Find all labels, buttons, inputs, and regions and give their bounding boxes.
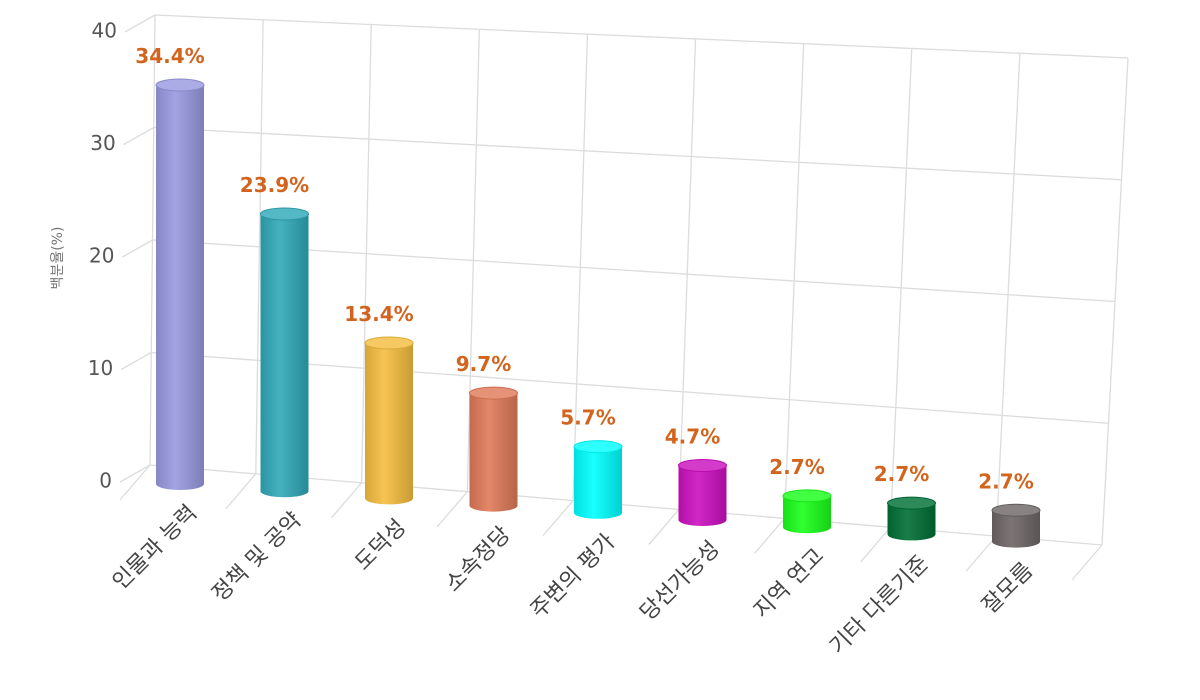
gridline-floor [436,491,468,528]
category-label: 인물과 능력 [108,501,202,595]
bar-body [260,213,309,498]
category-label: 당선가능성 [636,537,725,626]
bar [573,440,623,519]
category-label: 주변의 평가 [526,529,620,623]
gridline-floor [965,535,997,572]
gridline-v [678,38,697,510]
gridline-side [119,464,151,483]
gridline-side [124,14,156,33]
y-tick-label: 0 [99,469,112,493]
y-tick-label: 20 [89,244,114,268]
category-label: 소속정당 [441,522,516,597]
data-label: 2.7% [769,455,824,479]
gridline-floor [859,526,891,563]
bar-top [364,336,414,350]
bar-top [887,496,936,510]
category-label: 도덕성 [351,515,412,576]
gridline-v [466,29,480,492]
gridline-floor [542,500,574,536]
bar-body [783,495,831,534]
category-label: 기타 다른기준 [825,551,933,659]
data-label: 5.7% [560,406,615,430]
bar-top [260,207,309,221]
bar [469,386,518,512]
bars [155,78,1041,548]
bar-body [887,503,936,541]
bar-top [782,489,832,503]
data-labels: 34.4% 23.9% 13.4% 9.7% 5.7% 4.7% 2.7% 2.7% 2.7% [135,44,1033,493]
bar [887,496,936,541]
bar-body [156,84,204,491]
data-label: 2.7% [978,469,1033,493]
gridline-h [151,351,1109,424]
data-label: 34.4% [135,44,204,68]
category-label: 정책 및 공약 [208,508,307,607]
category-label: 잘모름 [978,558,1039,619]
gridline-floor [225,473,257,510]
bar-top [991,503,1041,517]
gridline-floor [331,482,363,519]
bar-top [678,458,727,472]
y-axis-label: 백분율(%) [50,227,66,290]
gridline-side [120,351,152,371]
bar [260,207,309,498]
bar-top [469,386,518,400]
gridline-v [572,34,589,501]
data-label: 23.9% [240,173,309,197]
gridline-v [1101,57,1129,546]
gridline-v [360,24,372,483]
bar [782,489,832,534]
chart-grid [119,14,1129,581]
y-axis: 0 10 20 30 40 [88,19,117,493]
bar-body [469,393,518,512]
gridline-floor [754,517,786,554]
gridline-v [255,19,264,474]
data-label: 9.7% [456,352,511,376]
gridline-floor [1071,544,1103,581]
bar-body [365,342,413,505]
data-label: 13.4% [344,302,413,326]
y-tick-label: 30 [90,131,115,155]
gridline-v [995,53,1021,537]
gridline-v [149,14,156,466]
gridline-side [123,126,155,146]
gridline-floor [648,509,680,545]
gridline-h [154,14,1129,59]
bar [991,503,1041,548]
gridline-floor [119,464,151,501]
gridline-h [149,464,1103,546]
gridline-h [152,239,1116,303]
bar [364,336,414,505]
bar-body [992,510,1040,548]
gridline-v [889,48,913,528]
gridline-v [784,43,805,519]
bar-body [574,446,622,519]
y-tick-label: 10 [88,356,113,380]
y-tick-label: 40 [92,19,117,43]
bar-top [573,440,623,454]
data-label: 4.7% [665,424,720,448]
gridline-side [122,239,153,258]
bar [155,78,205,491]
bar-body [678,465,727,526]
category-label: 지역 연고 [749,544,829,624]
bar-top [155,78,205,92]
data-label: 2.7% [874,462,929,486]
bar [678,458,727,526]
gridline-h [153,126,1122,181]
